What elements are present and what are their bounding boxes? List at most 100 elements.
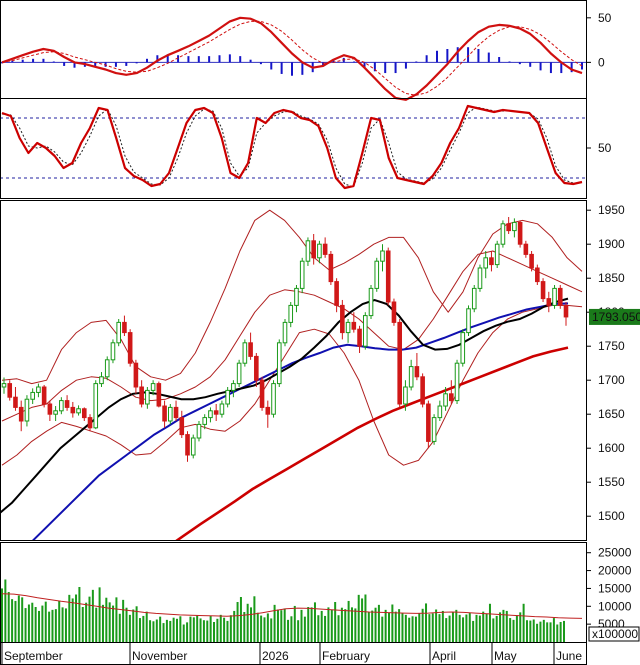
volume-bar bbox=[404, 614, 407, 642]
candle-body bbox=[391, 301, 397, 323]
moving-average-long bbox=[175, 346, 569, 540]
volume-bar bbox=[138, 618, 141, 642]
volume-bar bbox=[182, 624, 185, 642]
candle-body bbox=[397, 321, 402, 405]
volume-bar bbox=[202, 620, 205, 642]
macd-histogram-bar bbox=[404, 62, 407, 69]
bollinger-upper-band bbox=[1, 209, 583, 385]
candle-body bbox=[471, 287, 477, 310]
price-tick-label: 1950 bbox=[598, 203, 625, 217]
volume-bar bbox=[273, 604, 276, 642]
candle-body bbox=[225, 389, 230, 405]
candle-body bbox=[288, 304, 294, 323]
volume-bar bbox=[280, 610, 283, 642]
volume-unit-box bbox=[588, 626, 640, 642]
volume-bar bbox=[51, 609, 54, 642]
last-price-box bbox=[589, 308, 640, 325]
volume-bar bbox=[297, 620, 300, 642]
macd-histogram-bar bbox=[228, 54, 231, 63]
candle-body bbox=[368, 287, 374, 317]
macd-histogram-bar bbox=[415, 61, 418, 63]
volume-bar bbox=[175, 618, 178, 642]
volume-bar bbox=[475, 614, 478, 642]
volume-bar bbox=[229, 615, 232, 642]
candle-body bbox=[76, 408, 81, 414]
macd-histogram-bar bbox=[177, 55, 180, 63]
macd-histogram-bar bbox=[73, 62, 76, 68]
volume-bar bbox=[159, 616, 162, 642]
volume-bar bbox=[324, 615, 327, 642]
macd-histogram-bar bbox=[239, 56, 242, 63]
volume-bar bbox=[398, 609, 401, 642]
volume-bar bbox=[425, 603, 428, 642]
price-tick-label: 1500 bbox=[598, 509, 625, 523]
macd-histogram-bar bbox=[1, 62, 3, 64]
volume-bar bbox=[394, 611, 397, 642]
volume-bar bbox=[165, 619, 168, 642]
volume-bar bbox=[388, 612, 391, 642]
volume-bar bbox=[408, 617, 411, 642]
volume-bar bbox=[223, 617, 226, 642]
macd-signal-line bbox=[1, 20, 583, 96]
macd-histogram-bar bbox=[549, 62, 552, 74]
volume-bar bbox=[105, 597, 108, 642]
candle-body bbox=[7, 383, 13, 398]
macd-histogram-bar bbox=[21, 59, 24, 63]
candle-body bbox=[362, 315, 368, 347]
candle-body bbox=[454, 362, 460, 402]
volume-bar bbox=[519, 612, 522, 642]
candle-body bbox=[93, 383, 99, 429]
macd-histogram-bar bbox=[487, 52, 490, 63]
volume-bar bbox=[7, 592, 10, 642]
volume-bar bbox=[125, 607, 128, 642]
candle-body bbox=[1, 383, 7, 388]
macd-histogram-bar bbox=[52, 61, 55, 63]
candle-body bbox=[299, 260, 305, 289]
candle-body bbox=[477, 267, 483, 289]
volume-bar bbox=[95, 607, 98, 642]
volume-bar bbox=[478, 615, 481, 642]
volume-bar bbox=[303, 616, 306, 642]
macd-histogram-bar bbox=[529, 62, 532, 67]
volume-bar bbox=[162, 623, 165, 642]
volume-bar bbox=[414, 616, 417, 642]
volume-bar bbox=[539, 621, 542, 642]
candle-body bbox=[190, 437, 196, 456]
volume-bar bbox=[179, 616, 182, 642]
volume-bar bbox=[320, 610, 323, 642]
volume-bar bbox=[145, 611, 148, 642]
volume-bar bbox=[17, 595, 20, 642]
candle-body bbox=[512, 221, 517, 232]
volume-bar bbox=[549, 622, 552, 642]
volume-bar bbox=[91, 589, 94, 642]
volume-bar bbox=[465, 614, 468, 642]
candle-body bbox=[443, 393, 448, 407]
volume-bar bbox=[384, 609, 387, 642]
macd-histogram-bar bbox=[187, 56, 190, 63]
candle-body bbox=[248, 342, 253, 357]
volume-bar bbox=[374, 607, 377, 642]
volume-bar bbox=[250, 607, 253, 642]
volume-bar bbox=[357, 594, 360, 642]
candle-body bbox=[99, 376, 104, 385]
volume-bar bbox=[11, 599, 14, 642]
candle-body bbox=[449, 393, 454, 402]
candle-body bbox=[489, 257, 494, 266]
macd-histogram-bar bbox=[280, 62, 283, 74]
candle-body bbox=[162, 405, 167, 422]
macd-histogram-bar bbox=[166, 54, 169, 63]
volume-bar bbox=[350, 607, 353, 642]
price-tick-label: 1700 bbox=[598, 373, 625, 387]
volume-bar bbox=[421, 608, 424, 642]
volume-bar bbox=[482, 611, 485, 642]
volume-bar bbox=[505, 610, 508, 642]
volume-bar bbox=[529, 620, 532, 642]
volume-bar bbox=[199, 618, 202, 642]
volume-bar bbox=[256, 612, 259, 642]
volume-bar bbox=[172, 617, 175, 642]
x-axis-month-label: 2026 bbox=[262, 649, 289, 663]
volume-bar bbox=[334, 602, 337, 642]
volume-bar bbox=[512, 619, 515, 642]
candle-body bbox=[345, 321, 351, 334]
volume-tick-label: 25000 bbox=[598, 546, 632, 560]
